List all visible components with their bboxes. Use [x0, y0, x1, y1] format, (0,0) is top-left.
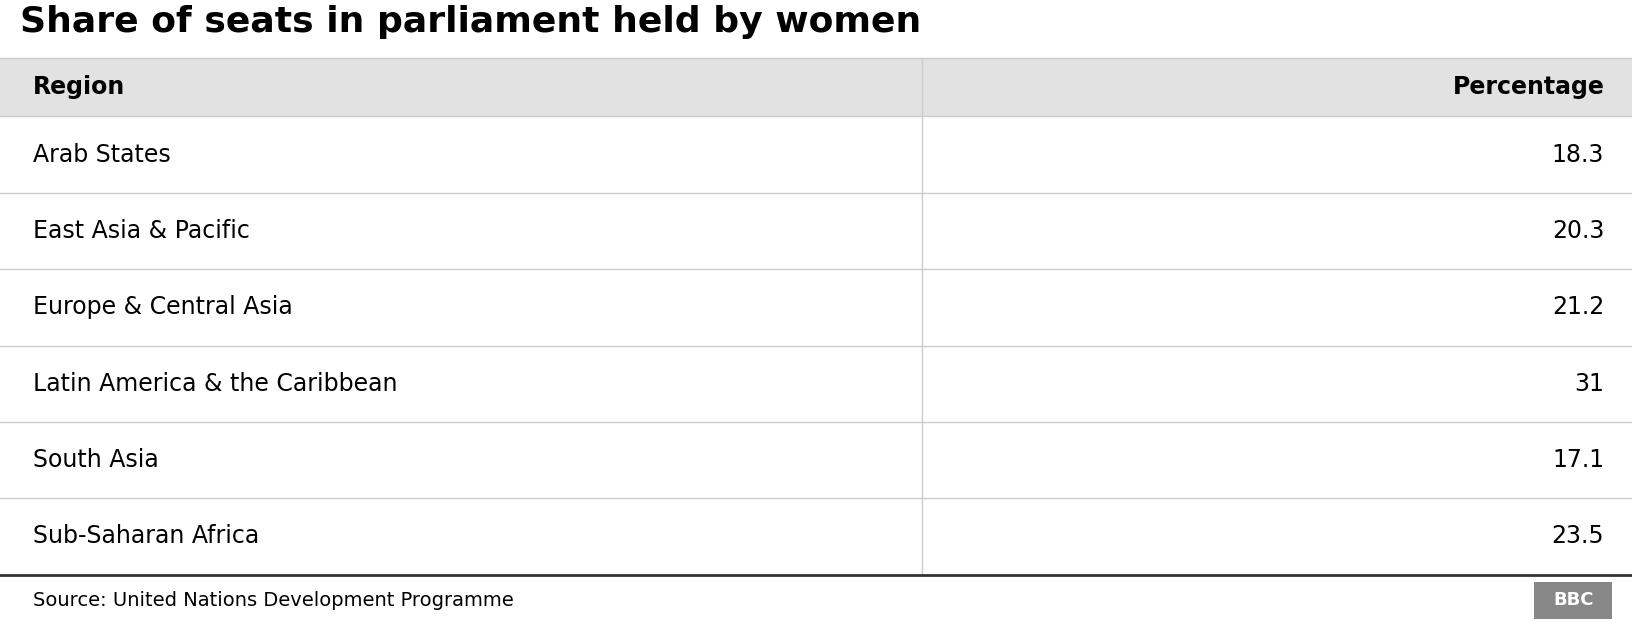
Text: 18.3: 18.3	[1552, 143, 1604, 167]
Text: 23.5: 23.5	[1552, 525, 1604, 548]
Text: Latin America & the Caribbean: Latin America & the Caribbean	[33, 372, 397, 396]
Text: Sub-Saharan Africa: Sub-Saharan Africa	[33, 525, 259, 548]
Text: Arab States: Arab States	[33, 143, 170, 167]
Bar	[1534, 582, 1612, 619]
Text: Region: Region	[33, 75, 126, 100]
Bar	[0, 346, 1632, 422]
Text: 17.1: 17.1	[1552, 448, 1604, 472]
Text: Source: United Nations Development Programme: Source: United Nations Development Progr…	[33, 591, 514, 610]
Text: 31: 31	[1575, 372, 1604, 396]
Text: Share of seats in parliament held by women: Share of seats in parliament held by wom…	[20, 5, 920, 39]
Text: Europe & Central Asia: Europe & Central Asia	[33, 295, 292, 319]
Text: 20.3: 20.3	[1552, 219, 1604, 243]
Text: South Asia: South Asia	[33, 448, 158, 472]
Bar	[0, 58, 1632, 116]
Text: BBC: BBC	[1554, 592, 1593, 609]
Bar	[0, 193, 1632, 269]
Bar	[0, 269, 1632, 346]
Text: Percentage: Percentage	[1452, 75, 1604, 100]
Text: East Asia & Pacific: East Asia & Pacific	[33, 219, 250, 243]
Bar	[0, 422, 1632, 498]
Text: 21.2: 21.2	[1552, 295, 1604, 319]
Bar	[0, 498, 1632, 575]
Bar	[0, 116, 1632, 193]
